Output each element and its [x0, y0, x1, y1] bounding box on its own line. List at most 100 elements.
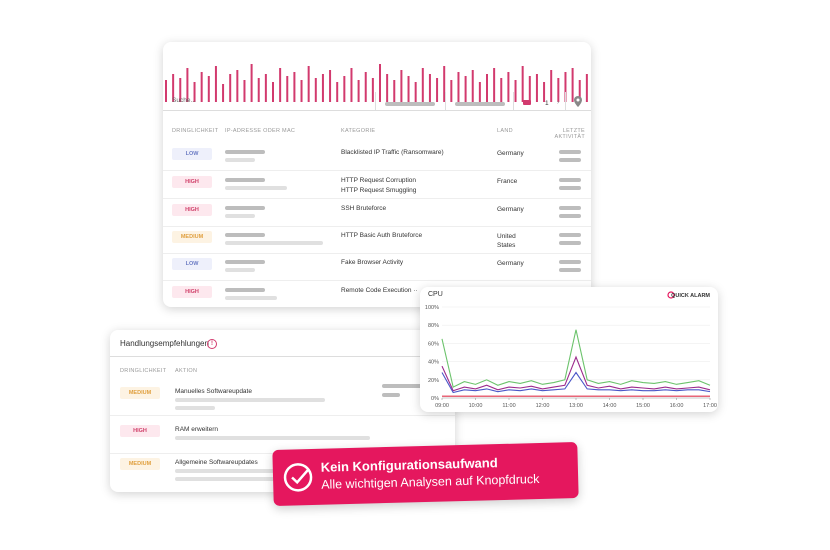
activity-bar — [329, 70, 332, 102]
severity-badge: HIGH — [172, 176, 212, 188]
activity-bar — [443, 66, 446, 102]
mac-placeholder — [225, 296, 277, 300]
alerts-panel: Suche... 1 › DRINGLICHKEIT IP-ADRESSE ODE… — [163, 42, 591, 307]
alarm-icon — [667, 291, 675, 299]
column-header: KATEGORIE — [341, 128, 376, 134]
activity-bar — [486, 74, 488, 102]
divider — [445, 92, 446, 110]
activity-bar — [421, 68, 424, 102]
detail-placeholder — [175, 469, 285, 473]
country: Germany — [497, 260, 524, 267]
y-tick-label: 20% — [428, 378, 439, 384]
x-tick-label: 10:00 — [469, 403, 483, 409]
activity-bar — [257, 78, 260, 102]
activity-bar — [585, 74, 588, 102]
divider — [163, 110, 591, 111]
detail-placeholder — [175, 406, 215, 410]
activity-bar — [379, 64, 381, 102]
action: Manuelles Softwareupdate — [175, 388, 252, 395]
y-tick-label: 100% — [425, 305, 439, 311]
ip-placeholder — [225, 260, 265, 264]
country: Germany — [497, 150, 524, 157]
column-header: IP-ADRESSE ODER MAC — [225, 128, 296, 134]
divider — [565, 92, 566, 110]
x-tick-label: 09:00 — [435, 403, 449, 409]
activity-bar — [528, 76, 531, 102]
location-icon[interactable] — [574, 96, 582, 107]
activity-placeholder — [559, 233, 581, 237]
activity-bar — [207, 76, 210, 102]
next-arrow[interactable]: › — [557, 99, 560, 106]
search-input[interactable]: Suche... — [172, 97, 196, 104]
mac-placeholder — [225, 158, 255, 162]
x-tick-label: 11:00 — [502, 403, 515, 409]
activity-bar — [193, 82, 196, 102]
activity-bar — [272, 82, 274, 102]
activity-bar — [414, 82, 417, 102]
detail-placeholder — [175, 477, 275, 481]
activity-bar — [564, 72, 567, 102]
severity-badge: HIGH — [172, 204, 212, 216]
activity-placeholder — [559, 178, 581, 182]
severity-badge: LOW — [172, 258, 212, 270]
activity-bar — [557, 78, 560, 102]
cpu-line — [441, 329, 711, 388]
activity-bar — [307, 66, 310, 102]
activity-bar — [514, 80, 517, 102]
severity-badge: HIGH — [120, 425, 160, 437]
row-separator — [110, 415, 455, 416]
x-tick-label: 14:00 — [603, 403, 617, 409]
ip-placeholder — [225, 288, 265, 292]
recommendations-panel: Handlungsempfehlungen ! DRINGLICHKEIT AKT… — [110, 330, 455, 492]
activity-bar — [243, 80, 246, 102]
filter-placeholder[interactable] — [455, 102, 505, 106]
mac-placeholder — [225, 214, 255, 218]
activity-bar — [464, 76, 467, 102]
category: Remote Code Execution ·· — [341, 287, 418, 294]
activity-bar — [457, 72, 460, 102]
row-separator — [163, 198, 591, 199]
activity-bar — [371, 78, 374, 102]
activity-bar — [229, 74, 232, 102]
filter-placeholder[interactable] — [385, 102, 435, 106]
severity-badge: LOW — [172, 148, 212, 160]
ip-placeholder — [225, 150, 265, 154]
info-icon[interactable]: ! — [207, 339, 217, 349]
cpu-line — [441, 355, 711, 392]
activity-bar — [428, 74, 431, 102]
y-tick-label: 80% — [428, 323, 439, 329]
ip-placeholder — [225, 233, 265, 237]
country: United States — [497, 233, 516, 249]
activity-bar — [293, 72, 296, 102]
activity-placeholder — [559, 241, 581, 245]
divider — [110, 356, 455, 357]
activity-bar — [493, 68, 496, 102]
activity-bar — [450, 80, 453, 102]
activity-bar — [286, 76, 289, 102]
activity-placeholder — [559, 186, 581, 190]
activity-bar — [357, 80, 360, 102]
activity-bar — [172, 74, 175, 102]
banner: Kein Konfigurationsaufwand Alle wichtige… — [272, 442, 579, 506]
category: Blacklisted IP Traffic (Ransomware) — [341, 149, 444, 156]
activity-bar — [264, 74, 267, 102]
activity-bar — [200, 72, 203, 102]
column-header: LETZTE AKTIVITÄT — [554, 128, 585, 140]
chart-title: CPU — [428, 291, 443, 298]
x-tick-label: 15:00 — [636, 403, 650, 409]
divider — [513, 92, 514, 110]
flag-icon[interactable] — [523, 100, 531, 105]
banner-title: Kein Konfigurationsaufwand — [320, 455, 498, 475]
activity-bar — [407, 76, 410, 102]
activity-bar — [400, 70, 403, 102]
row-separator — [163, 280, 591, 281]
page-number[interactable]: 1 — [545, 100, 549, 107]
mac-placeholder — [225, 186, 287, 190]
mac-placeholder — [225, 241, 323, 245]
activity-bar — [350, 68, 353, 102]
x-tick-label: 13:00 — [569, 403, 583, 409]
activity-placeholder — [559, 150, 581, 154]
status-placeholder — [382, 384, 422, 388]
detail-placeholder — [175, 436, 370, 440]
country: Germany — [497, 206, 524, 213]
